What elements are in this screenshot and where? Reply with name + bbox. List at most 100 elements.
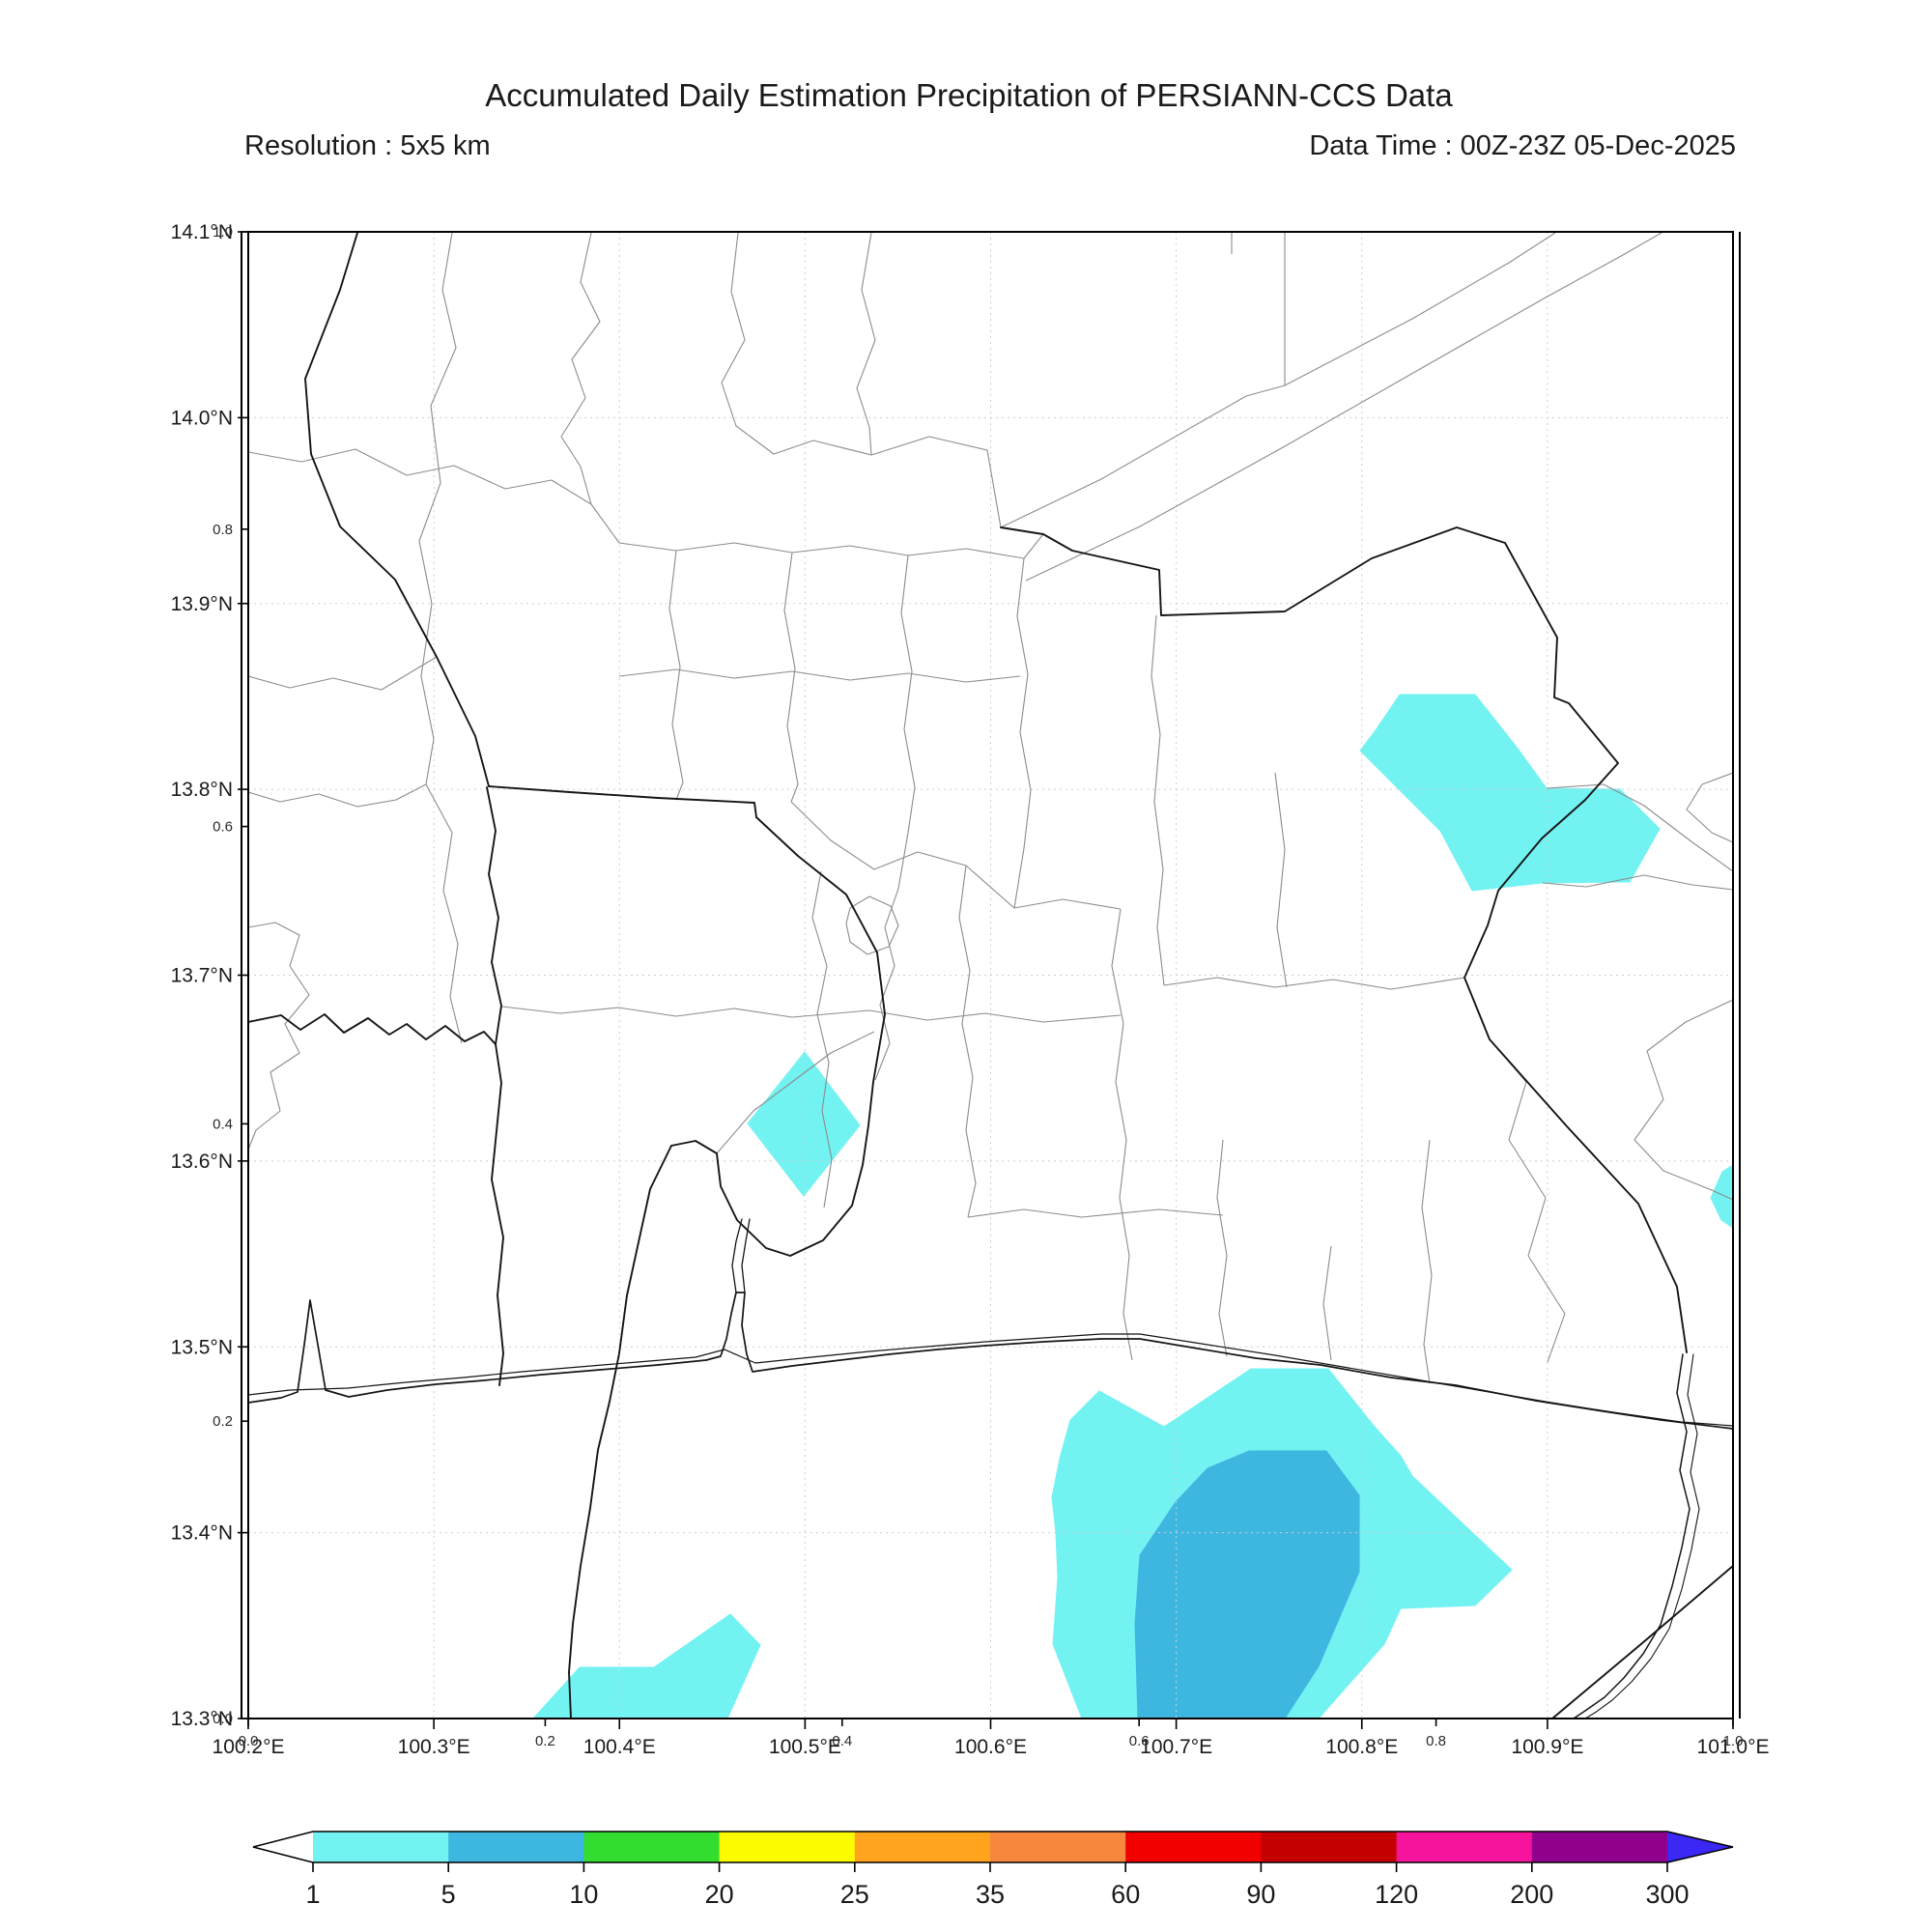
province-boundary — [486, 786, 502, 1045]
district-boundary — [668, 550, 684, 801]
district-boundary — [1151, 614, 1165, 986]
lon-fraction-label: 0.6 — [1129, 1733, 1150, 1749]
province-boundary — [248, 1333, 1733, 1427]
lon-tick-label: 100.5°E — [769, 1736, 841, 1758]
lat-fraction-label: 1.0 — [213, 224, 233, 241]
district-boundary — [1634, 999, 1733, 1201]
lon-fraction-label: 0.2 — [535, 1733, 555, 1749]
lat-tick-label: 13.6°N — [171, 1151, 233, 1173]
colorbar-over-arrow — [1667, 1832, 1733, 1862]
lon-tick-label: 100.6°E — [954, 1736, 1027, 1758]
district-boundary — [897, 554, 916, 890]
lon-fraction-label: 0.8 — [1426, 1733, 1446, 1749]
district-boundary — [248, 656, 438, 691]
precipitation-layer — [532, 694, 1733, 1719]
colorbar-tick-label: 60 — [1111, 1880, 1140, 1909]
lat-tick-label: 14.1°N — [171, 221, 233, 243]
district-boundary — [874, 888, 899, 1081]
district-boundary — [560, 232, 601, 505]
lon-fraction-label: 1.0 — [1723, 1733, 1744, 1749]
district-boundaries-layer — [248, 232, 1733, 1384]
colorbar-tick-label: 200 — [1510, 1880, 1553, 1909]
province-boundary — [568, 1145, 672, 1719]
lon-tick-label: 100.3°E — [398, 1736, 470, 1758]
district-boundary — [1111, 908, 1133, 1361]
district-boundary — [1216, 1139, 1228, 1357]
lat-fraction-label: 0.6 — [213, 819, 233, 836]
colorbar-tick-label: 90 — [1246, 1880, 1275, 1909]
colorbar-tick-label: 5 — [441, 1880, 456, 1909]
district-boundary — [856, 232, 876, 456]
lat-tick-label: 13.9°N — [171, 593, 233, 615]
colorbar-tick-label: 300 — [1645, 1880, 1689, 1909]
lon-tick-label: 100.4°E — [583, 1736, 656, 1758]
colorbar-segment — [990, 1832, 1126, 1862]
lat-tick-label: 13.3°N — [171, 1708, 233, 1730]
colorbar-segment — [583, 1832, 721, 1862]
data-time-label: Data Time : 00Z-23Z 05-Dec-2025 — [1309, 130, 1736, 161]
province-boundary — [670, 816, 886, 1257]
lon-tick-label: 100.2°E — [213, 1736, 285, 1758]
province-boundary — [1551, 1565, 1733, 1719]
lon-tick-label: 100.9°E — [1511, 1736, 1583, 1758]
district-boundary — [1013, 557, 1032, 909]
district-boundary — [1546, 783, 1733, 872]
lat-tick-label: 13.5°N — [171, 1336, 233, 1358]
district-boundary — [783, 552, 799, 803]
province-boundary — [304, 232, 490, 787]
district-boundary — [248, 783, 427, 808]
colorbar-tick-label: 120 — [1375, 1880, 1418, 1909]
precip-patch-south-main-core — [1134, 1450, 1360, 1719]
precip-patch-southwest-light — [532, 1613, 761, 1719]
province-boundaries-layer — [248, 232, 1733, 1719]
province-boundary — [731, 1218, 743, 1293]
district-boundary — [967, 1208, 1224, 1218]
district-boundary — [1542, 874, 1733, 891]
district-boundary — [618, 668, 1021, 683]
axes-ticks-and-labels: 100.2°E 100.3°E 100.4°E 100.5°E 100.6°E 100.7… — [171, 221, 1770, 1758]
lat-tick-label: 13.7°N — [171, 965, 233, 987]
colorbar-segment — [854, 1832, 991, 1862]
lon-tick-label: 100.8°E — [1325, 1736, 1398, 1758]
colorbar-segment — [1261, 1832, 1398, 1862]
district-boundary — [811, 870, 833, 1208]
colorbar-tick-label: 25 — [840, 1880, 869, 1909]
lon-tick-label: 101.0°E — [1697, 1736, 1770, 1758]
province-boundary — [1584, 1353, 1700, 1719]
colorbar-tick-label: 1 — [305, 1880, 320, 1909]
colorbar-segment — [1531, 1832, 1668, 1862]
colorbar-segment — [448, 1832, 584, 1862]
district-boundary — [790, 801, 1122, 910]
colorbar-segment — [1125, 1832, 1262, 1862]
province-boundary — [491, 1043, 504, 1386]
district-boundary — [958, 865, 977, 1218]
district-boundary — [248, 922, 310, 1151]
district-boundary — [1025, 232, 1662, 582]
lat-fraction-label: 0.2 — [213, 1413, 233, 1430]
lat-fraction-label: 0.0 — [213, 1711, 233, 1727]
district-boundary — [501, 1006, 1122, 1023]
colorbar-segment — [1396, 1832, 1533, 1862]
district-boundary — [1274, 772, 1288, 988]
lon-fraction-label: 0.4 — [832, 1733, 852, 1749]
district-boundary — [1686, 772, 1733, 843]
district-boundary — [248, 448, 620, 544]
figure-title: Accumulated Daily Estimation Precipitati… — [485, 77, 1453, 113]
province-boundary — [488, 785, 757, 818]
lat-fraction-label: 0.8 — [213, 522, 233, 538]
colorbar: 1 5 10 20 25 35 60 90 120 200 300 — [252, 1831, 1734, 1909]
colorbar-segment — [313, 1832, 449, 1862]
gridlines-layer — [248, 232, 1733, 1719]
colorbar-tick-label: 20 — [705, 1880, 734, 1909]
district-boundary — [845, 895, 899, 955]
lon-fraction-label: 0.0 — [239, 1733, 259, 1749]
province-boundary — [1573, 1353, 1690, 1719]
district-boundary — [425, 783, 463, 1044]
lat-tick-label: 13.8°N — [171, 779, 233, 801]
lat-fraction-label: 0.4 — [213, 1116, 233, 1132]
lat-tick-label: 13.4°N — [171, 1522, 233, 1545]
colorbar-tick-label: 35 — [976, 1880, 1005, 1909]
colorbar-segment — [719, 1832, 856, 1862]
